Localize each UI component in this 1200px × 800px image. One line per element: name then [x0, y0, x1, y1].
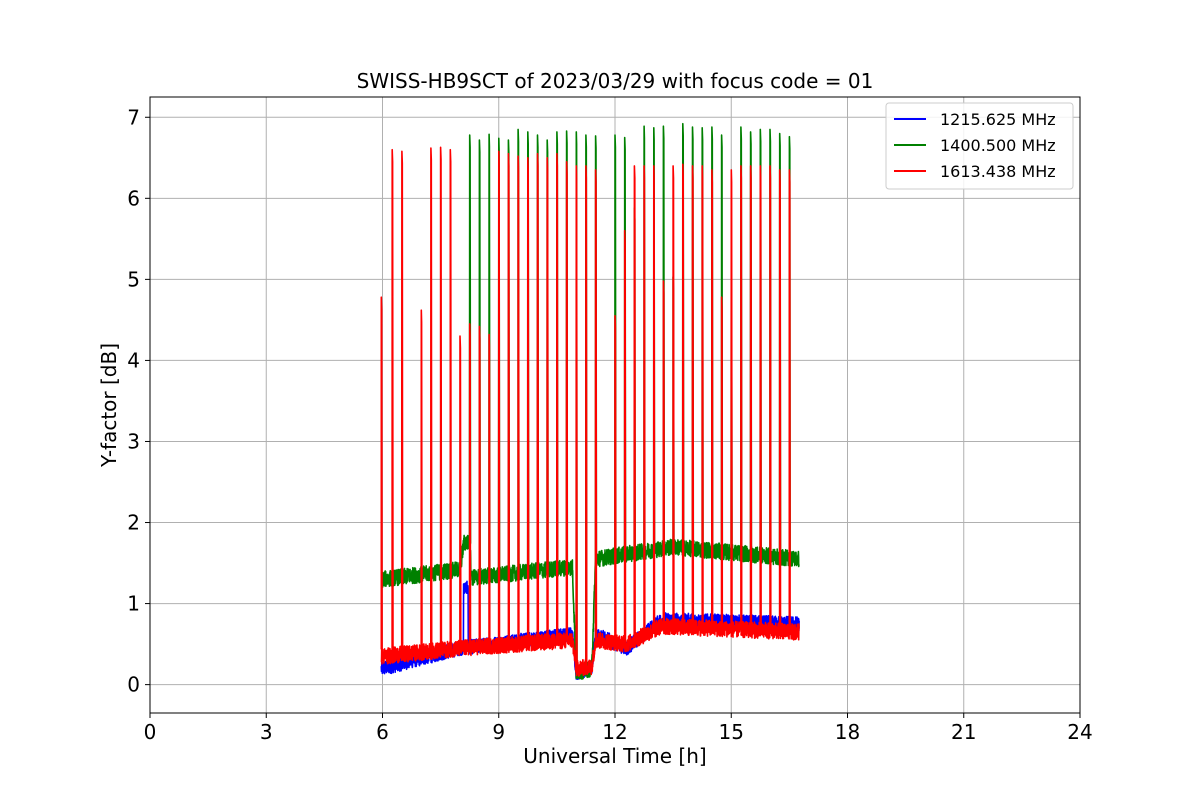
- y-axis-label: Y-factor [dB]: [97, 343, 121, 468]
- legend-entry: 1215.625 MHz: [940, 110, 1056, 129]
- legend-entry: 1400.500 MHz: [940, 136, 1056, 155]
- y-tick-label: 0: [127, 673, 140, 697]
- series-layer: [380, 122, 800, 680]
- x-tick-label: 21: [951, 720, 976, 744]
- x-tick-label: 15: [719, 720, 744, 744]
- chart-title: SWISS-HB9SCT of 2023/03/29 with focus co…: [357, 69, 874, 93]
- y-tick-label: 2: [127, 511, 140, 535]
- x-tick-label: 3: [260, 720, 273, 744]
- legend-box: [885, 102, 1074, 190]
- y-tick-label: 7: [127, 105, 140, 129]
- series-line-2: [380, 122, 800, 680]
- x-tick-label: 24: [1067, 720, 1092, 744]
- y-tick-label: 5: [127, 267, 140, 291]
- x-tick-label: 6: [376, 720, 389, 744]
- series-line-3: [380, 146, 800, 677]
- x-axis: 0 3 6 9 12 15 18 21 24: [144, 713, 1093, 744]
- x-tick-label: 0: [144, 720, 157, 744]
- y-tick-label: 4: [127, 348, 140, 372]
- x-tick-label: 9: [492, 720, 505, 744]
- y-tick-label: 1: [127, 592, 140, 616]
- y-axis: 0 1 2 3 4 5 6 7: [127, 105, 150, 697]
- x-tick-label: 12: [602, 720, 627, 744]
- x-tick-label: 18: [835, 720, 860, 744]
- y-tick-label: 6: [127, 186, 140, 210]
- plot-area: [149, 96, 1081, 714]
- y-tick-label: 3: [127, 429, 140, 453]
- x-axis-label: Universal Time [h]: [523, 744, 706, 768]
- legend-entry: 1613.438 MHz: [940, 162, 1056, 181]
- legend: 1215.625 MHz 1400.500 MHz 1613.438 MHz: [885, 102, 1074, 190]
